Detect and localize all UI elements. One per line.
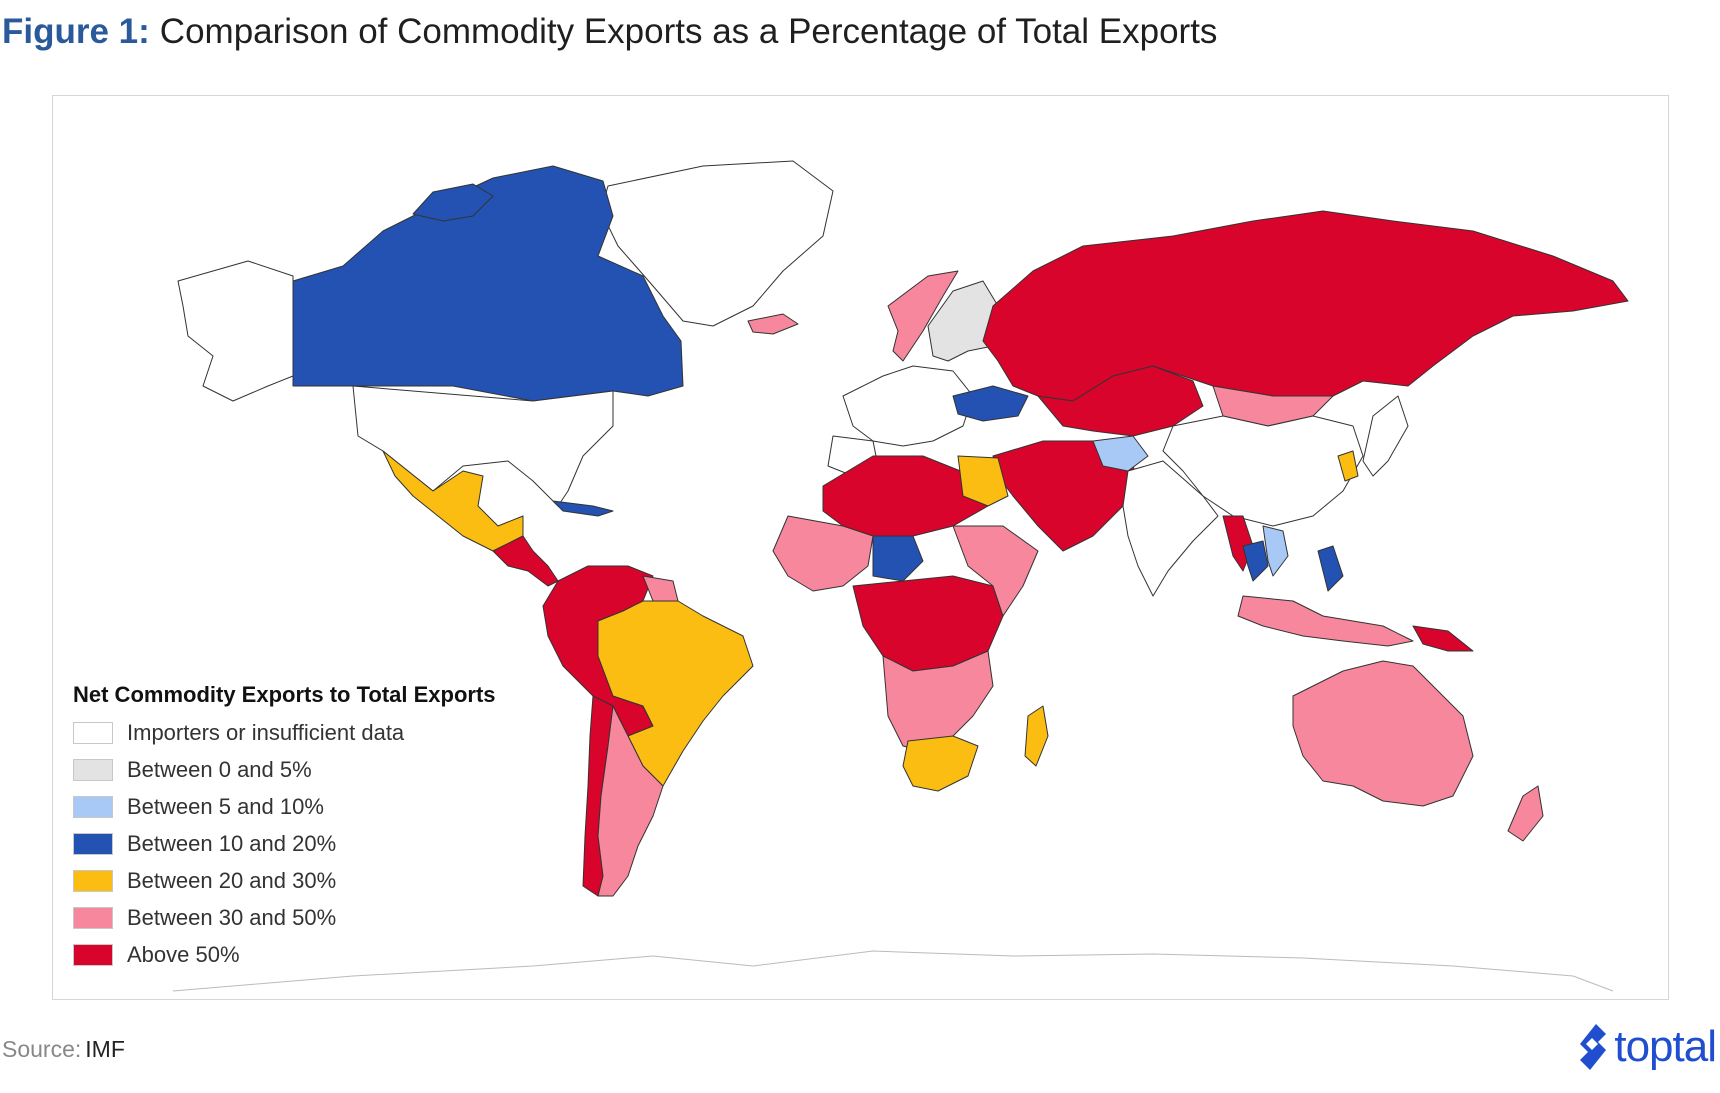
region-thailand (1242, 540, 1269, 582)
legend-item: Between 0 and 5% (73, 751, 593, 788)
region-niger-chad (872, 535, 924, 582)
region-egypt (957, 455, 1009, 507)
legend-label: Between 0 and 5% (127, 756, 312, 782)
region-india (1122, 460, 1219, 597)
legend-swatch (73, 906, 113, 929)
figure-title: Figure 1: Comparison of Commodity Exports… (2, 12, 1217, 52)
figure-title-text: Comparison of Commodity Exports as a Per… (159, 12, 1218, 51)
region-afghanistan (1092, 435, 1149, 472)
region-antarctica (172, 950, 1614, 992)
region-caribbean (552, 500, 614, 517)
region-greenland (600, 160, 834, 327)
toptal-logo-icon (1580, 1024, 1607, 1070)
region-alaska (177, 260, 294, 402)
legend-item: Between 5 and 10% (73, 788, 593, 825)
legend-label: Between 30 and 50% (127, 904, 337, 930)
source-note: Source: IMF (2, 1036, 125, 1063)
legend-item: Between 10 and 20% (73, 825, 593, 862)
legend-label: Above 50% (127, 941, 240, 967)
figure-label: Figure 1: (2, 12, 150, 51)
region-russia (982, 210, 1629, 402)
region-new-zealand (1507, 785, 1544, 842)
region-madagascar (1024, 705, 1049, 767)
region-south-africa (902, 735, 979, 792)
legend-label: Between 5 and 10% (127, 793, 324, 819)
region-argentina (597, 705, 664, 897)
world-map (172, 160, 1629, 992)
region-norway (887, 270, 959, 362)
region-southern-africa (882, 650, 994, 752)
region-east-africa (952, 525, 1039, 617)
legend-item: Importers or insufficient data (73, 714, 593, 751)
region-west-europe (842, 365, 974, 447)
legend-label: Between 10 and 20% (127, 830, 337, 856)
region-korea (1337, 450, 1359, 482)
toptal-logo[interactable]: toptal (1576, 1022, 1717, 1072)
toptal-logo-text: toptal (1614, 1022, 1717, 1071)
region-mexico (382, 450, 524, 552)
region-png (1412, 625, 1474, 652)
region-vietnam-laos (1262, 525, 1289, 577)
region-guianas (642, 575, 679, 602)
legend-label: Importers or insufficient data (127, 719, 405, 745)
region-japan (1362, 395, 1409, 477)
region-philippines (1317, 545, 1344, 592)
legend-swatch (73, 721, 113, 744)
legend-swatch (73, 943, 113, 966)
map-panel (52, 95, 1669, 1000)
region-usa (352, 385, 614, 507)
legend-swatch (73, 795, 113, 818)
legend-item: Above 50% (73, 936, 593, 973)
source-value: IMF (85, 1036, 125, 1062)
region-australia (1292, 660, 1474, 807)
region-indonesia (1237, 595, 1414, 647)
legend-title: Net Commodity Exports to Total Exports (73, 682, 496, 707)
region-ukraine (952, 385, 1029, 422)
region-china (1162, 415, 1364, 527)
legend-swatch (73, 758, 113, 781)
legend-swatch (73, 832, 113, 855)
legend-swatch (73, 869, 113, 892)
region-brazil (597, 600, 754, 787)
region-west-africa (772, 515, 874, 592)
region-central-asia (1037, 365, 1204, 437)
legend-item: Between 30 and 50% (73, 899, 593, 936)
region-canada-islands (412, 183, 494, 222)
legend-label: Between 20 and 30% (127, 867, 337, 893)
region-iceland (747, 313, 799, 335)
region-middle-east (992, 440, 1139, 552)
legend-item: Between 20 and 30% (73, 862, 593, 899)
map-legend: Net Commodity Exports to Total Exports I… (73, 682, 593, 973)
source-label: Source: (2, 1036, 82, 1062)
